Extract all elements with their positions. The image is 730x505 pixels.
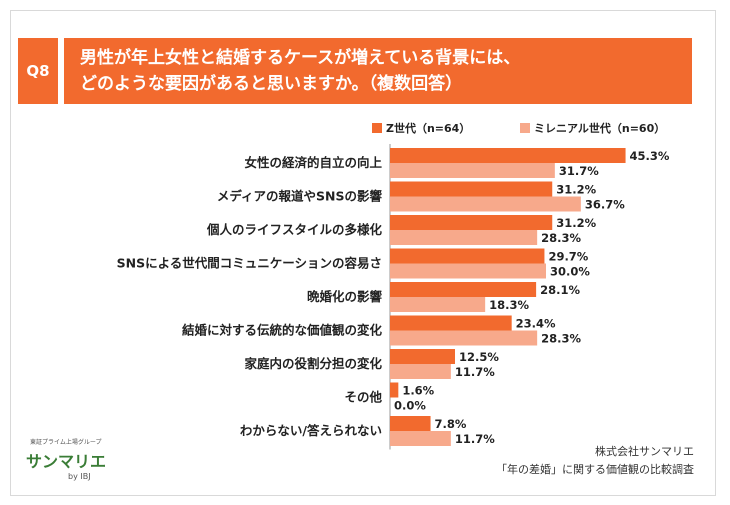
legend-swatch: [520, 123, 530, 133]
chart-frame: [10, 10, 716, 496]
bar-millennial: [390, 297, 486, 312]
category-label: 晩婚化の影響: [307, 289, 383, 304]
question-title: 男性が年上女性と結婚するケースが増えている背景には、 どのような要因があると思い…: [64, 38, 692, 104]
data-label: 23.4%: [516, 317, 556, 331]
bar-millennial: [390, 163, 555, 178]
category-label: わからない/答えられない: [240, 423, 382, 438]
data-label: 28.1%: [540, 283, 580, 297]
bar-z: [390, 248, 545, 264]
bar-millennial: [390, 263, 546, 279]
credit-company: 株式会社サンマリエ: [595, 445, 694, 458]
data-label: 11.7%: [455, 365, 495, 379]
data-label: 18.3%: [489, 298, 529, 312]
data-label: 30.0%: [550, 265, 590, 279]
data-label: 45.3%: [630, 149, 670, 163]
bar-millennial: [390, 330, 538, 346]
category-label: メディアの報道やSNSの影響: [217, 189, 383, 204]
bar-z: [390, 148, 626, 163]
question-number: Q8: [18, 38, 58, 104]
logo-tagline: 東証プライム上場グループ: [30, 439, 102, 446]
legend-label: ミレニアル世代（n=60）: [534, 121, 665, 135]
credit-survey: 「年の差婚」に関する価値観の比較調査: [496, 463, 694, 476]
bar-z: [390, 315, 512, 331]
bar-millennial: [390, 364, 451, 379]
category-label: 個人のライフスタイルの多様化: [206, 222, 383, 237]
data-label: 28.3%: [541, 332, 581, 346]
bar-z: [390, 416, 431, 431]
data-label: 31.7%: [559, 164, 599, 178]
data-label: 31.2%: [556, 183, 596, 197]
data-label: 11.7%: [455, 432, 495, 446]
category-label: 女性の経済的自立の向上: [244, 155, 382, 170]
data-label: 7.8%: [435, 417, 467, 431]
category-label: 家庭内の役割分担の変化: [244, 356, 382, 371]
bar-z: [390, 349, 455, 364]
category-label: 結婚に対する伝統的な価値観の変化: [182, 323, 383, 338]
logo-by: by IBJ: [68, 472, 91, 481]
bar-millennial: [390, 431, 451, 446]
data-label: 28.3%: [541, 231, 581, 245]
company-logo: サンマリエ: [26, 452, 107, 471]
category-label: SNSによる世代間コミュニケーションの容易さ: [117, 256, 382, 271]
category-label: その他: [344, 390, 382, 405]
bar-millennial: [390, 196, 581, 212]
bar-z: [390, 181, 553, 197]
data-label: 0.0%: [394, 399, 426, 413]
data-label: 31.2%: [556, 216, 596, 230]
data-label: 29.7%: [548, 250, 588, 264]
bar-z: [390, 282, 537, 297]
legend-label: Z世代（n=64）: [386, 121, 470, 135]
bar-millennial: [390, 230, 538, 245]
data-label: 1.6%: [402, 384, 434, 398]
data-label: 12.5%: [459, 350, 499, 364]
data-label: 36.7%: [585, 198, 625, 212]
bar-z: [390, 215, 553, 230]
legend-swatch: [372, 123, 382, 133]
bar-z: [390, 382, 399, 398]
